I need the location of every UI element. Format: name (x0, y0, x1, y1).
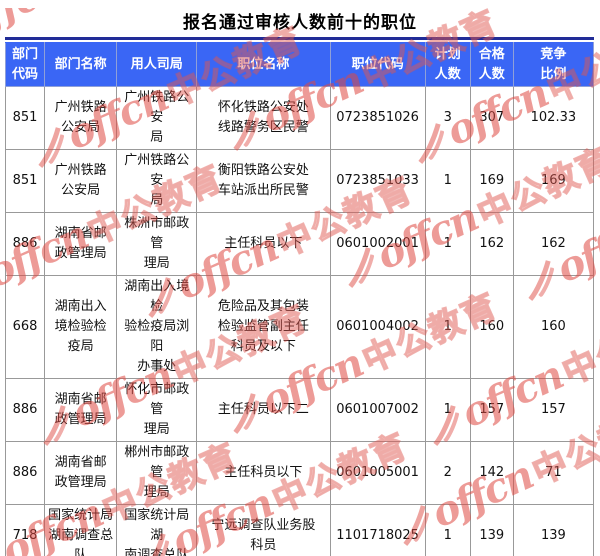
report-page: 报名通过审核人数前十的职位 部门 代码 部门名称 用人司局 职位名称 职位代码 … (0, 8, 600, 556)
table-cell: 0601005001 (329, 441, 426, 505)
table-cell: 衡阳铁路公安处 车站派出所民警 (196, 149, 331, 213)
header-row: 部门 代码 部门名称 用人司局 职位名称 职位代码 计划 人数 合格 人数 竞争… (4, 42, 595, 87)
header-position-name: 职位名称 (196, 42, 331, 87)
table-cell: 主任科员以下二 (196, 378, 331, 442)
table-cell: 718 (4, 504, 46, 556)
table-cell: 广州铁路公安 局 (116, 86, 198, 150)
table-cell: 169 (469, 149, 514, 213)
table-cell: 157 (512, 378, 595, 442)
table-cell: 668 (4, 275, 46, 379)
table-cell: 1 (424, 275, 471, 379)
header-qualified-count: 合格 人数 (469, 42, 514, 87)
table-cell: 危险品及其包装 检验监管副主任 科员及以下 (196, 275, 331, 379)
table-header: 部门 代码 部门名称 用人司局 职位名称 职位代码 计划 人数 合格 人数 竞争… (4, 42, 595, 87)
table-cell: 162 (512, 212, 595, 276)
table-cell: 307 (469, 86, 514, 150)
table-cell: 139 (512, 504, 595, 556)
table-row: 886 湖南省邮 政管理局 株洲市邮政管 理局 主任科员以下 0601002001 1 16… (4, 212, 595, 276)
table-cell: 郴州市邮政管 理局 (116, 441, 198, 505)
table-cell: 广州铁路 公安局 (44, 149, 118, 213)
table-cell: 0723851026 (329, 86, 426, 150)
table-cell: 3 (424, 86, 471, 150)
table-body: 851 广州铁路 公安局 广州铁路公安 局怀化铁路公安处 线路警务区民警 072385… (4, 86, 595, 556)
table-cell: 怀化市邮政管 理局 (116, 378, 198, 442)
table-cell: 湖南省邮 政管理局 (44, 441, 118, 505)
table-cell: 102.33 (512, 86, 595, 150)
table-cell: 2 (424, 441, 471, 505)
table-cell: 162 (469, 212, 514, 276)
table-cell: 怀化铁路公安处 线路警务区民警 (196, 86, 331, 150)
table-row: 668 湖南出入 境检验检 疫局 湖南出入境检 验检疫局浏阳 办事处 危险品及其包装 … (4, 275, 595, 379)
table-cell: 157 (469, 378, 514, 442)
table-cell: 1 (424, 504, 471, 556)
table-cell: 国家统计局 湖南调查总 队 (44, 504, 118, 556)
header-dept-name: 部门名称 (44, 42, 118, 87)
table-row: 851 广州铁路 公安局 广州铁路公安 局怀化铁路公安处 线路警务区民警 072385… (4, 86, 595, 150)
table-cell: 湖南出入境检 验检疫局浏阳 办事处 (116, 275, 198, 379)
table-row: 718 国家统计局 湖南调查总 队国家统计局湖 南调查总队 宁远调查队业务股 科员 1… (4, 504, 595, 556)
table-cell: 886 (4, 378, 46, 442)
table-cell: 主任科员以下 (196, 212, 331, 276)
title-divider (5, 37, 594, 40)
table-cell: 1 (424, 378, 471, 442)
table-cell: 160 (512, 275, 595, 379)
header-position-code: 职位代码 (329, 42, 426, 87)
table-cell: 851 (4, 149, 46, 213)
table-cell: 1101718025 (329, 504, 426, 556)
table-cell: 国家统计局湖 南调查总队 (116, 504, 198, 556)
page-title: 报名通过审核人数前十的职位 (183, 13, 417, 33)
table-cell: 湖南出入 境检验检 疫局 (44, 275, 118, 379)
header-bureau: 用人司局 (116, 42, 198, 87)
table-cell: 1 (424, 149, 471, 213)
table-cell: 湖南省邮 政管理局 (44, 378, 118, 442)
table-cell: 71 (512, 441, 595, 505)
table-cell: 886 (4, 441, 46, 505)
table-cell: 1 (424, 212, 471, 276)
table-cell: 广州铁路 公安局 (44, 86, 118, 150)
table-row: 851 广州铁路 公安局 广州铁路公安 局衡阳铁路公安处 车站派出所民警 072385… (4, 149, 595, 213)
table-row: 886 湖南省邮 政管理局 怀化市邮政管 理局 主任科员以下二 0601007002 1 1… (4, 378, 595, 442)
table-cell: 851 (4, 86, 46, 150)
table-cell: 0601007002 (329, 378, 426, 442)
table-cell: 139 (469, 504, 514, 556)
table-cell: 主任科员以下 (196, 441, 331, 505)
table-cell: 886 (4, 212, 46, 276)
table-cell: 株洲市邮政管 理局 (116, 212, 198, 276)
positions-table: 部门 代码 部门名称 用人司局 职位名称 职位代码 计划 人数 合格 人数 竞争… (4, 42, 595, 556)
table-cell: 湖南省邮 政管理局 (44, 212, 118, 276)
table-cell: 0601002001 (329, 212, 426, 276)
table-cell: 169 (512, 149, 595, 213)
table-cell: 宁远调查队业务股 科员 (196, 504, 331, 556)
header-dept-code: 部门 代码 (4, 42, 46, 87)
table-row: 886 湖南省邮 政管理局 郴州市邮政管 理局 主任科员以下 0601005001 2 14… (4, 441, 595, 505)
header-planned-count: 计划 人数 (424, 42, 471, 87)
table-cell: 160 (469, 275, 514, 379)
header-competition-ratio: 竞争 比例 (512, 42, 595, 87)
table-cell: 142 (469, 441, 514, 505)
table-cell: 0723851033 (329, 149, 426, 213)
table-cell: 0601004002 (329, 275, 426, 379)
table-cell: 广州铁路公安 局 (116, 149, 198, 213)
